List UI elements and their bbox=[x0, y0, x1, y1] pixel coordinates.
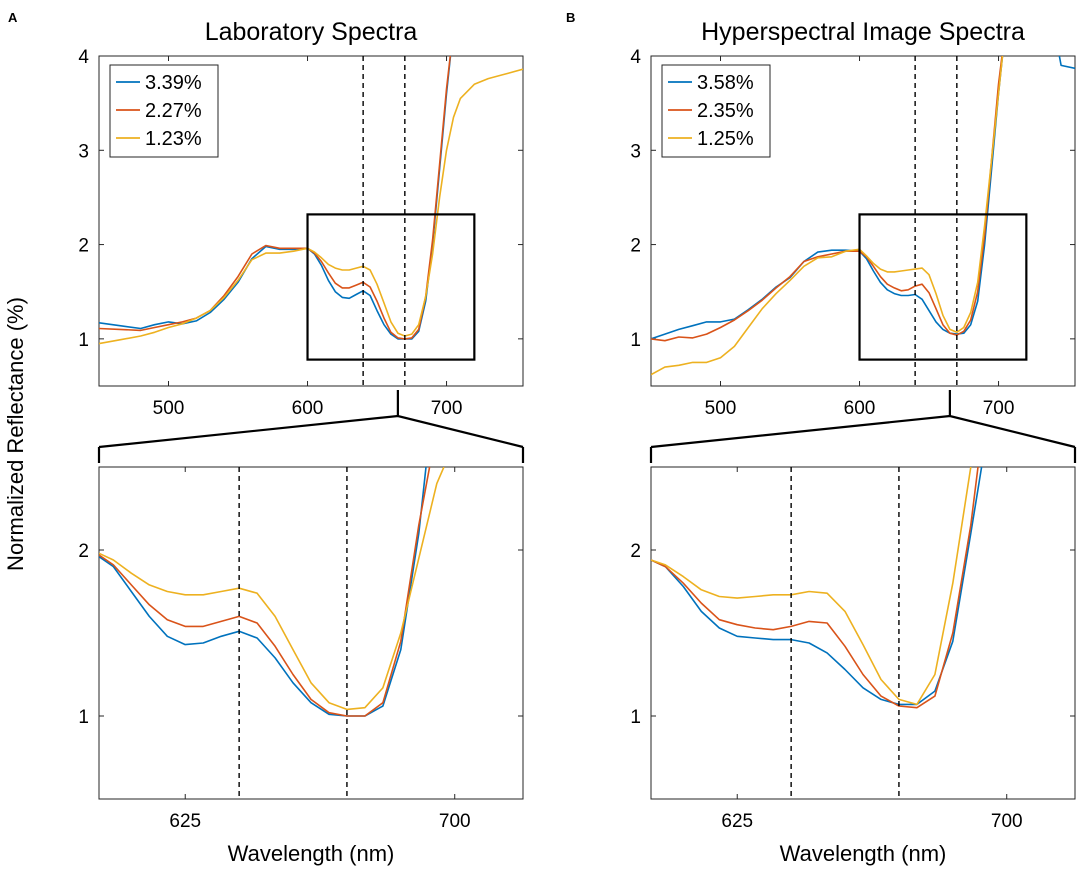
x-tick-label: 700 bbox=[431, 398, 463, 419]
legend-label: 1.23% bbox=[145, 128, 202, 150]
series-group bbox=[651, 56, 1075, 376]
panel-b-bottom: 625 700 1 2 Wavelength (nm) bbox=[630, 466, 1076, 866]
y-tick-label: 1 bbox=[78, 330, 89, 351]
panel-a-bottom: 625 700 1 2 Wavelength (nm) bbox=[78, 466, 524, 866]
y-tick-label: 1 bbox=[78, 707, 89, 728]
series-line-2.35% bbox=[651, 56, 1003, 342]
panel-b-top: 500 600 700 1 2 3 4 Hyperspectral Image Spectra… bbox=[566, 10, 1076, 419]
x-axis-label: Wavelength (nm) bbox=[228, 841, 395, 866]
zoom-box bbox=[858, 213, 1028, 361]
series-line-2.27% bbox=[99, 467, 431, 717]
x-tick-label: 700 bbox=[439, 811, 471, 832]
y-tick-label: 3 bbox=[630, 141, 641, 162]
x-tick-label: 625 bbox=[721, 811, 753, 832]
x-tick-label: 600 bbox=[292, 398, 324, 419]
series-line-1.25% bbox=[651, 467, 972, 706]
legend-label: 3.58% bbox=[697, 72, 754, 94]
legend-label: 1.25% bbox=[697, 128, 754, 150]
x-tick-label: 625 bbox=[169, 811, 201, 832]
y-tick-label: 4 bbox=[630, 47, 641, 68]
y-tick-label: 1 bbox=[630, 707, 641, 728]
panel-letter: A bbox=[8, 10, 18, 25]
y-tick-label: 2 bbox=[78, 236, 89, 257]
zoom-connector-a bbox=[97, 390, 525, 463]
y-axis-label: Normalized Reflectance (%) bbox=[3, 297, 28, 571]
x-tick-label: 700 bbox=[983, 398, 1015, 419]
panel-title: Laboratory Spectra bbox=[205, 18, 418, 46]
series-group bbox=[99, 467, 445, 717]
legend: 3.39% 2.27% 1.23% bbox=[109, 64, 219, 158]
series-group bbox=[99, 56, 523, 345]
panel-title: Hyperspectral Image Spectra bbox=[701, 18, 1025, 46]
y-tick-label: 2 bbox=[630, 541, 641, 562]
x-tick-label: 500 bbox=[705, 398, 737, 419]
y-tick-label: 1 bbox=[630, 330, 641, 351]
series-line-1.25% bbox=[651, 56, 1004, 376]
y-tick-label: 4 bbox=[78, 47, 89, 68]
legend-box bbox=[109, 64, 219, 158]
panel-letter: B bbox=[566, 10, 575, 25]
axes-frame bbox=[650, 466, 1076, 800]
y-tick-label: 2 bbox=[78, 541, 89, 562]
legend-label: 2.27% bbox=[145, 100, 202, 122]
x-tick-label: 700 bbox=[991, 811, 1023, 832]
series-line-1.23% bbox=[99, 467, 445, 711]
panel-a-top: 500 600 700 1 2 3 4 Laboratory Spectra A 3.39% 2.2… bbox=[8, 10, 524, 419]
series-line-1.23% bbox=[99, 68, 523, 345]
legend-label: 3.39% bbox=[145, 72, 202, 94]
legend: 3.58% 2.35% 1.25% bbox=[661, 64, 771, 158]
legend-label: 2.35% bbox=[697, 100, 754, 122]
legend-box bbox=[661, 64, 771, 158]
x-tick-label: 600 bbox=[844, 398, 876, 419]
axes-frame bbox=[98, 466, 524, 800]
zoom-box bbox=[306, 213, 476, 361]
x-axis-label: Wavelength (nm) bbox=[780, 841, 947, 866]
x-tick-label: 500 bbox=[153, 398, 185, 419]
series-group bbox=[651, 467, 983, 709]
series-line-2.35% bbox=[651, 467, 979, 709]
zoom-connectors bbox=[97, 390, 1077, 463]
y-tick-label: 3 bbox=[78, 141, 89, 162]
series-line-3.39% bbox=[99, 467, 427, 717]
y-tick-label: 2 bbox=[630, 236, 641, 257]
series-line-3.58% bbox=[651, 467, 983, 706]
zoom-connector-b bbox=[649, 390, 1077, 463]
